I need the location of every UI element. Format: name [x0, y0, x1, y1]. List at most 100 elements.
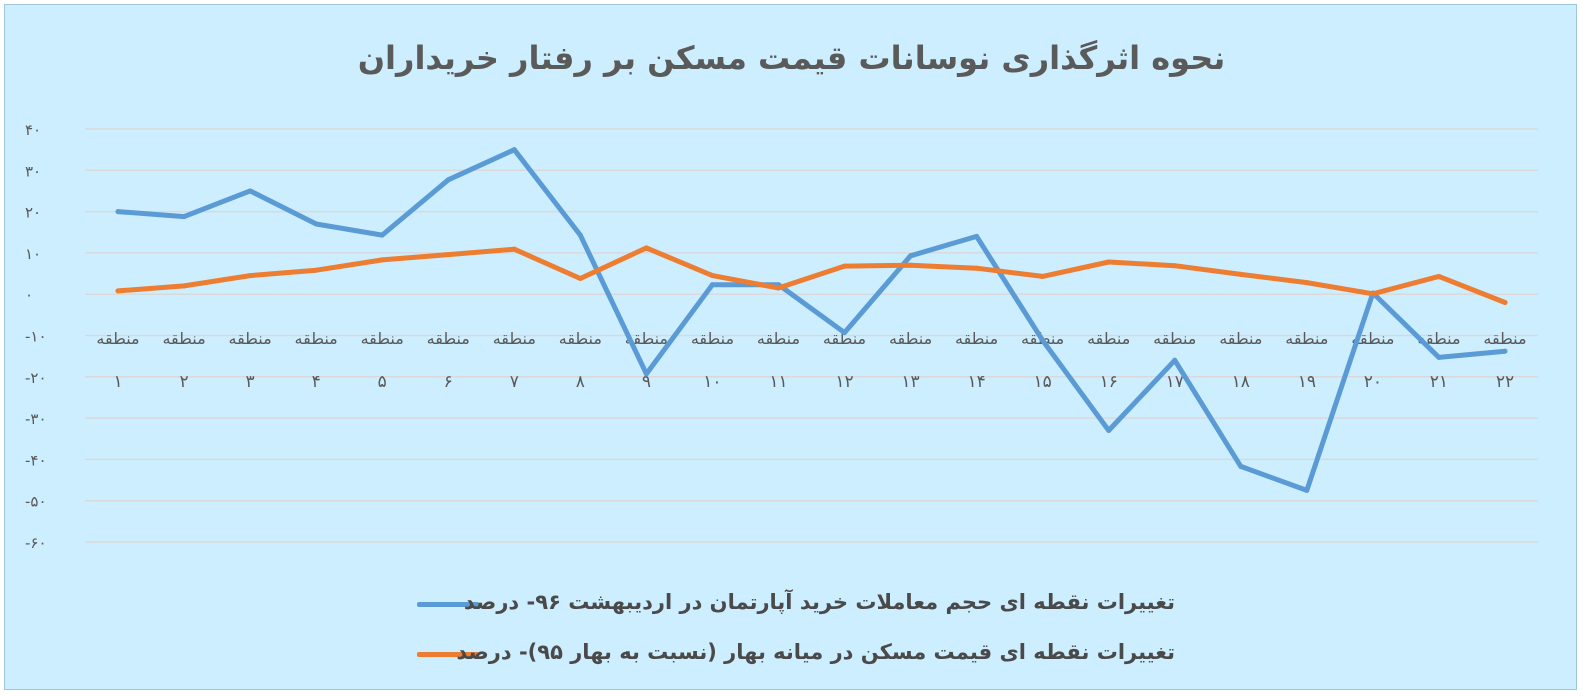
y-tick-label: -۳۰ — [25, 410, 47, 428]
x-tick-number: ۷ — [510, 372, 519, 392]
data-point-price — [842, 263, 848, 269]
x-tick-label: منطقه — [493, 329, 536, 348]
x-tick-label: منطقه — [162, 329, 205, 348]
legend-swatch-price — [417, 652, 479, 657]
x-tick-label: منطقه — [1351, 329, 1394, 348]
data-point-volume — [1502, 348, 1508, 354]
data-point-price — [445, 252, 451, 258]
data-point-price — [1502, 299, 1508, 305]
x-tick-number: ۲۰ — [1364, 372, 1382, 392]
data-point-price — [115, 288, 121, 294]
data-point-price — [1172, 263, 1178, 269]
chart-area: نحوه اثرگذاری نوسانات قیمت مسکن بر رفتار… — [4, 4, 1577, 690]
y-tick-label: -۱۰ — [25, 328, 47, 346]
data-point-volume — [842, 330, 848, 336]
data-point-volume — [1436, 354, 1442, 360]
x-tick-label: منطقه — [427, 329, 470, 348]
x-tick-number: ۱۸ — [1232, 372, 1250, 392]
x-tick-number: ۲۱ — [1430, 372, 1448, 392]
data-point-volume — [709, 282, 715, 288]
data-point-volume — [908, 253, 914, 259]
x-tick-label: منطقه — [823, 329, 866, 348]
y-tick-label: ۰ — [25, 286, 33, 304]
data-point-price — [1304, 280, 1310, 286]
data-point-price — [379, 257, 385, 263]
x-tick-label: منطقه — [1483, 329, 1526, 348]
x-tick-label: منطقه — [889, 329, 932, 348]
data-point-volume — [1106, 427, 1112, 433]
data-point-price — [247, 273, 253, 279]
series-line-volume — [115, 147, 1508, 493]
x-tick-number: ۱۶ — [1100, 372, 1118, 392]
data-point-price — [1436, 273, 1442, 279]
data-point-volume — [379, 232, 385, 238]
x-tick-label: منطقه — [1219, 329, 1262, 348]
data-point-volume — [1304, 487, 1310, 493]
y-tick-label: ۲۰ — [25, 204, 41, 222]
x-tick-number: ۹ — [642, 372, 651, 392]
x-tick-number: ۱۰ — [703, 372, 721, 392]
legend-label-price: تغییرات نقطه ای قیمت مسکن در میانه بهار … — [456, 640, 1175, 664]
legend-swatch-volume — [417, 602, 479, 607]
data-point-price — [577, 276, 583, 282]
x-tick-label: منطقه — [361, 329, 404, 348]
data-point-volume — [181, 214, 187, 220]
x-tick-number: ۵ — [378, 372, 387, 392]
plot-area: ۴۰ ۳۰ ۲۰ ۱۰ ۰ -۱۰ -۲۰ -۳۰ -۴۰ -۵۰ -۶۰ منطقه ۱ منطقه ۲ م… — [25, 121, 1538, 552]
data-point-price — [1040, 273, 1046, 279]
x-tick-number: ۶ — [444, 372, 453, 392]
data-point-price — [181, 283, 187, 289]
data-point-price — [775, 285, 781, 291]
x-tick-label: منطقه — [96, 329, 139, 348]
x-tick-number: ۲ — [179, 372, 188, 392]
x-tick-label: منطقه — [559, 329, 602, 348]
data-point-volume — [511, 147, 517, 153]
y-tick-label: -۶۰ — [25, 534, 47, 552]
x-tick-number: ۸ — [576, 372, 585, 392]
data-point-volume — [445, 177, 451, 183]
x-tick-number: ۲۲ — [1496, 372, 1514, 392]
data-point-price — [313, 267, 319, 273]
x-tick-number: ۱۳ — [901, 372, 919, 392]
data-point-volume — [247, 188, 253, 194]
x-tick-label: منطقه — [691, 329, 734, 348]
x-tick-number: ۱۱ — [769, 372, 787, 392]
data-point-volume — [1040, 337, 1046, 343]
data-point-price — [643, 245, 649, 251]
y-tick-label: -۴۰ — [25, 451, 47, 469]
legend-item-volume: تغییرات نقطه ای حجم معاملات خرید آپارتما… — [415, 590, 1175, 640]
x-tick-number: ۱۵ — [1034, 372, 1052, 392]
data-point-volume — [577, 232, 583, 238]
x-tick-label: منطقه — [295, 329, 338, 348]
x-tick-label: منطقه — [229, 329, 272, 348]
data-point-volume — [1238, 463, 1244, 469]
data-point-volume — [974, 233, 980, 239]
legend: تغییرات نقطه ای حجم معاملات خرید آپارتما… — [415, 590, 1175, 690]
legend-item-price: تغییرات نقطه ای قیمت مسکن در میانه بهار … — [415, 640, 1175, 690]
x-tick-number: ۱۹ — [1298, 372, 1316, 392]
data-point-price — [908, 262, 914, 268]
chart-title: نحوه اثرگذاری نوسانات قیمت مسکن بر رفتار… — [357, 39, 1226, 77]
x-tick-number: ۱۷ — [1166, 372, 1184, 392]
x-tick-label: منطقه — [757, 329, 800, 348]
y-tick-label: ۳۰ — [25, 162, 41, 180]
y-tick-label: -۵۰ — [25, 493, 47, 511]
legend-label-volume: تغییرات نقطه ای حجم معاملات خرید آپارتما… — [463, 590, 1175, 614]
x-tick-label: منطقه — [1087, 329, 1130, 348]
x-tick-label: منطقه — [955, 329, 998, 348]
series-line-price — [115, 245, 1508, 305]
data-point-price — [511, 246, 517, 252]
data-point-price — [1106, 259, 1112, 265]
data-point-volume — [643, 371, 649, 377]
data-point-volume — [313, 221, 319, 227]
x-tick-number: ۱۴ — [967, 372, 985, 392]
x-tick-number: ۳ — [246, 372, 255, 392]
data-point-volume — [115, 209, 121, 215]
x-tick-number: ۴ — [312, 372, 321, 392]
x-tick-number: ۱ — [113, 372, 122, 392]
x-tick-label: منطقه — [1153, 329, 1196, 348]
y-tick-label: ۴۰ — [25, 121, 41, 139]
x-tick-label: منطقه — [1285, 329, 1328, 348]
data-point-volume — [1172, 357, 1178, 363]
x-tick-label: منطقه — [1417, 329, 1460, 348]
